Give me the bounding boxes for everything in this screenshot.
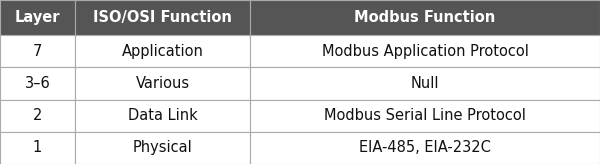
Text: 7: 7 (33, 44, 42, 59)
Text: EIA-485, EIA-232C: EIA-485, EIA-232C (359, 140, 491, 155)
Bar (0, 0, 75, 35)
Bar (75, 100, 250, 132)
Bar (0, 67, 75, 100)
Bar (75, 0, 250, 35)
Text: Various: Various (136, 76, 190, 91)
Bar (75, 35, 250, 67)
Bar (0, 132, 75, 164)
Text: Modbus Function: Modbus Function (355, 10, 496, 25)
Text: Data Link: Data Link (128, 108, 197, 123)
Text: ISO/OSI Function: ISO/OSI Function (93, 10, 232, 25)
Bar (0, 35, 75, 67)
Bar (0, 100, 75, 132)
Text: Null: Null (411, 76, 439, 91)
Text: 2: 2 (33, 108, 42, 123)
Bar (250, 67, 600, 100)
Text: Layer: Layer (15, 10, 60, 25)
Bar (250, 35, 600, 67)
Bar (250, 100, 600, 132)
Text: Application: Application (122, 44, 203, 59)
Text: 3–6: 3–6 (25, 76, 50, 91)
Bar (75, 67, 250, 100)
Bar (75, 132, 250, 164)
Text: Modbus Serial Line Protocol: Modbus Serial Line Protocol (324, 108, 526, 123)
Text: Modbus Application Protocol: Modbus Application Protocol (322, 44, 529, 59)
Text: Physical: Physical (133, 140, 193, 155)
Bar (250, 0, 600, 35)
Bar (250, 132, 600, 164)
Text: 1: 1 (33, 140, 42, 155)
